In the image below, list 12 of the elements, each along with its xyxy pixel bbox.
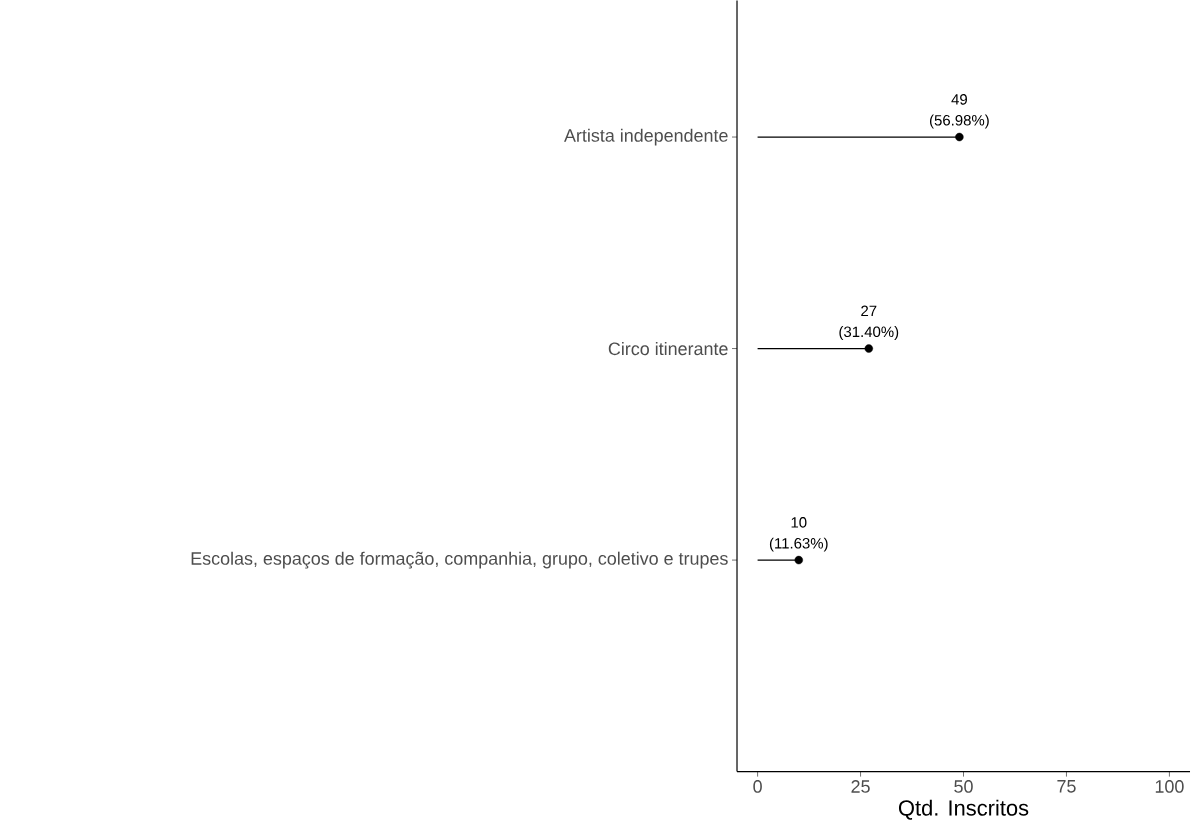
x-tick-label: 50 — [954, 780, 973, 794]
y-tick-label: Circo itinerante — [608, 342, 728, 356]
x-axis-title: Qtd. Inscritos — [898, 799, 1029, 820]
data-label: 49 (56.98%) — [929, 94, 989, 129]
y-tick-label: Escolas, espaços de formação, companhia, grupo, coletivo e trupes — [191, 551, 728, 569]
x-tick-label: 75 — [1057, 780, 1076, 793]
x-tick-label: 25 — [851, 780, 870, 794]
y-tick-label: Artista independente — [564, 128, 728, 146]
data-label: 10 (11.63%) — [769, 517, 828, 552]
x-tick-label: 100 — [1155, 780, 1184, 794]
x-tick-label: 0 — [753, 780, 762, 794]
data-label: 27 (31.40%) — [839, 305, 899, 341]
